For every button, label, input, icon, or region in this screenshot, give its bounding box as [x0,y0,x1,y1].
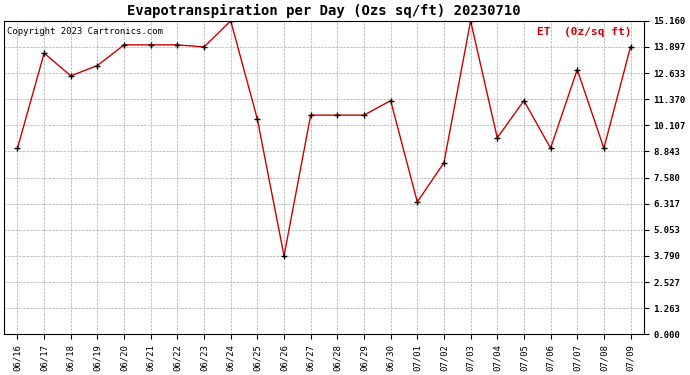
Text: Copyright 2023 Cartronics.com: Copyright 2023 Cartronics.com [8,27,164,36]
Text: ET  (0z/sq ft): ET (0z/sq ft) [537,27,631,37]
Title: Evapotranspiration per Day (Ozs sq/ft) 20230710: Evapotranspiration per Day (Ozs sq/ft) 2… [127,4,521,18]
